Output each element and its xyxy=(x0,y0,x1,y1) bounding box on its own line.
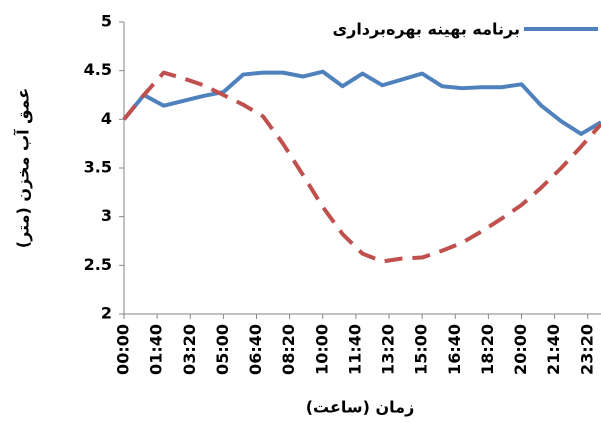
series-line xyxy=(122,69,601,136)
legend-label: برنامه بهینه بهره‌برداری xyxy=(332,20,520,39)
x-axis-title: زمان (ساعت) xyxy=(306,398,415,417)
y-tick-label: 4 xyxy=(101,109,112,128)
y-tick-label: 5 xyxy=(101,12,112,31)
x-tick-label: 13:20 xyxy=(379,324,398,375)
x-tick-label: 21:40 xyxy=(544,324,563,375)
x-tick-label: 01:40 xyxy=(147,324,166,375)
x-tick-label: 16:40 xyxy=(445,324,464,375)
x-tick-label: 08:20 xyxy=(279,324,298,375)
x-tick-label: 05:00 xyxy=(213,324,232,375)
x-tick-label: 11:40 xyxy=(345,324,364,375)
y-tick-label: 2 xyxy=(101,304,112,323)
y-tick-label: 3 xyxy=(101,206,112,225)
y-axis-title: عمق آب مخزن (متر) xyxy=(13,88,33,248)
y-tick-label: 3.5 xyxy=(84,158,112,177)
x-tick-label: 10:00 xyxy=(312,324,331,375)
x-tick-label: 15:00 xyxy=(412,324,431,375)
x-tick-label: 06:40 xyxy=(246,324,265,375)
x-tick-label: 03:20 xyxy=(180,324,199,375)
x-tick-label: 20:00 xyxy=(511,324,530,375)
x-tick-label: 23:20 xyxy=(577,324,596,375)
x-tick-label: 18:20 xyxy=(478,324,497,375)
series-line xyxy=(122,70,601,264)
y-tick-label: 4.5 xyxy=(84,60,112,79)
y-tick-label: 2.5 xyxy=(84,255,112,274)
x-tick-label: 00:00 xyxy=(114,324,133,375)
